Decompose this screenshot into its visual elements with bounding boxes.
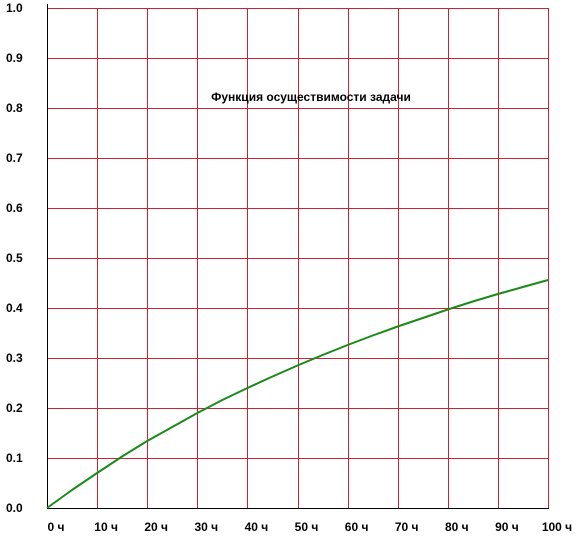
x-tick-label: 70 ч <box>395 520 419 534</box>
x-tick-label: 60 ч <box>345 520 369 534</box>
y-tick-labels: 0.0 0.1 0.2 0.3 0.4 0.5 0.6 0.7 0.8 0.9 1.0 <box>6 1 23 515</box>
y-tick-label: 0.0 <box>6 501 23 515</box>
x-tick-label: 40 ч <box>245 520 269 534</box>
y-tick-label: 0.8 <box>6 101 23 115</box>
chart-title: Функция осуществимости задачи <box>211 90 411 104</box>
y-tick-label: 0.4 <box>6 301 23 315</box>
series <box>46 279 549 509</box>
x-tick-label: 50 ч <box>295 520 319 534</box>
y-tick-label: 0.3 <box>6 351 23 365</box>
y-tick-label: 0.2 <box>6 401 23 415</box>
y-tick-label: 0.9 <box>6 51 23 65</box>
x-tick-label: 90 ч <box>495 520 519 534</box>
x-tick-label: 20 ч <box>144 520 168 534</box>
y-tick-label: 0.7 <box>6 151 23 165</box>
x-tick-label: 80 ч <box>445 520 469 534</box>
x-tick-label: 0 ч <box>48 520 65 534</box>
y-tick-label: 0.5 <box>6 251 23 265</box>
x-tick-labels: 0 ч 10 ч 20 ч 30 ч 40 ч 50 ч 60 ч 70 ч 80 ч 90 ч 1… <box>48 520 573 534</box>
series-line <box>46 279 549 509</box>
y-tick-label: 0.6 <box>6 201 23 215</box>
x-tick-label: 100 ч <box>542 520 572 534</box>
y-tick-label: 1.0 <box>6 1 23 15</box>
x-tick-label: 30 ч <box>194 520 218 534</box>
grid <box>47 8 549 508</box>
x-tick-label: 10 ч <box>94 520 118 534</box>
y-tick-label: 0.1 <box>6 451 23 465</box>
axes <box>47 4 549 509</box>
